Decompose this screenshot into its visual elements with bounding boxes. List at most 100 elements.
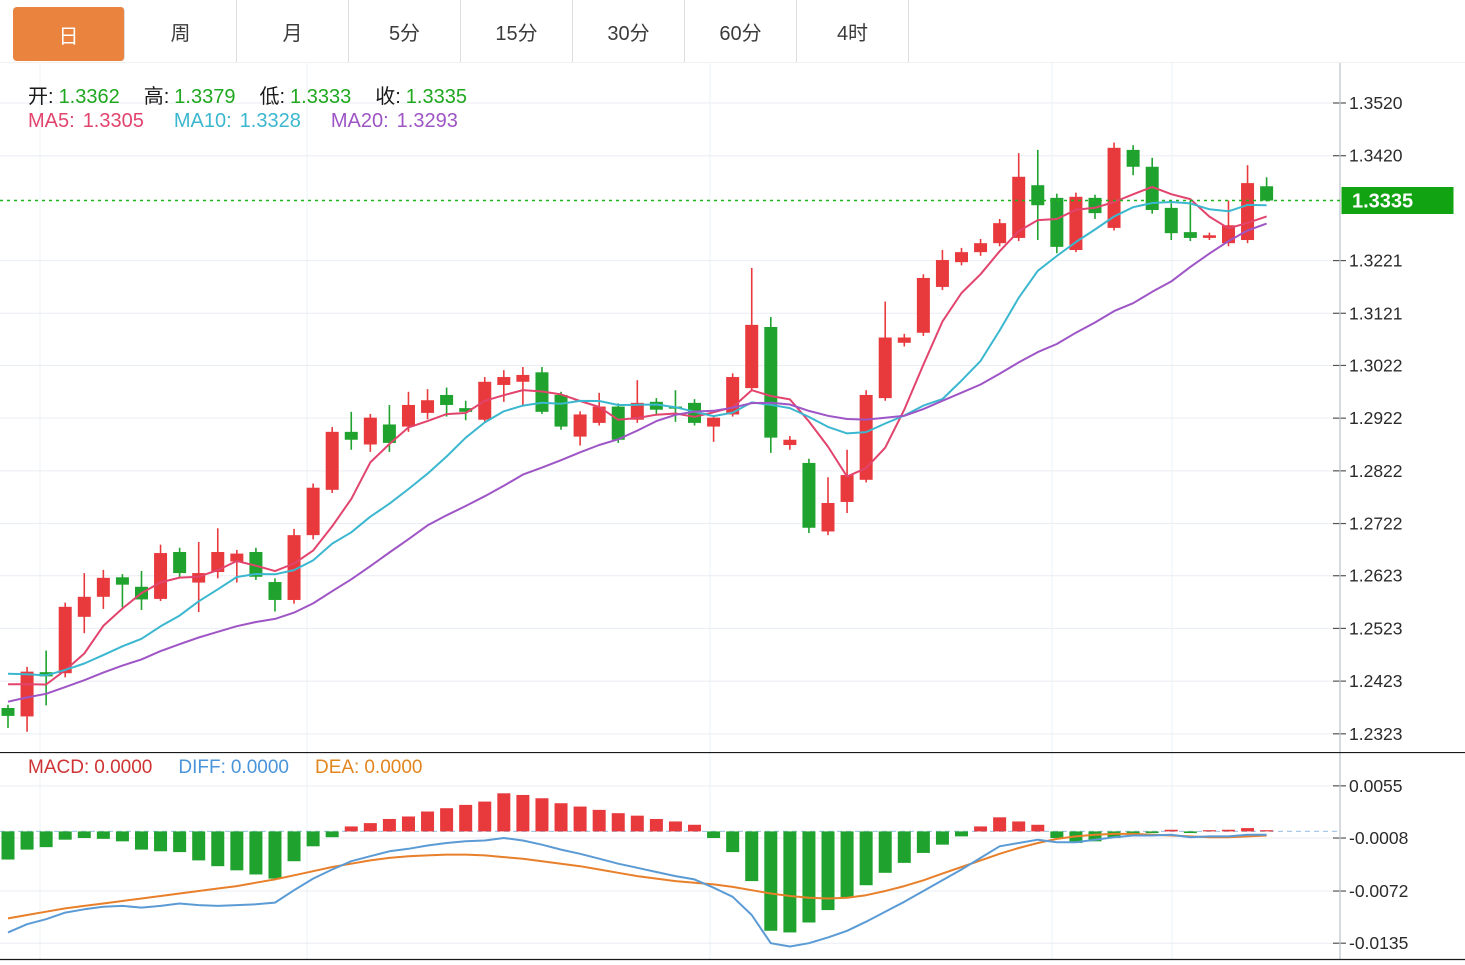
candle-body <box>58 606 72 674</box>
candle-body <box>573 414 587 437</box>
tab-60min[interactable]: 60分 <box>685 0 797 62</box>
macd-bar <box>1164 829 1178 832</box>
candle-body <box>192 573 206 583</box>
macd-bar <box>1202 830 1216 832</box>
tab-week[interactable]: 周 <box>125 0 237 62</box>
diff-line <box>7 833 1267 948</box>
macd-bar <box>821 831 835 911</box>
tab-day[interactable]: 日 <box>13 7 125 61</box>
candle-body <box>173 552 187 574</box>
candle-body <box>1145 166 1159 210</box>
candle-body <box>1050 197 1064 247</box>
candle-body <box>1241 183 1255 241</box>
candle-body <box>1031 185 1045 206</box>
macd-bar <box>1012 821 1026 832</box>
macd-bar <box>287 831 301 862</box>
macd-bar <box>935 831 949 845</box>
macd-bar <box>878 831 892 873</box>
candle-body <box>611 406 625 440</box>
y-axis-label: 1.2722 <box>1349 514 1403 534</box>
candle-body <box>840 475 854 502</box>
macd-bar <box>554 803 568 832</box>
macd-bar <box>726 831 740 853</box>
macd-bar <box>993 817 1007 832</box>
candle-body <box>935 260 949 287</box>
tab-30min[interactable]: 30分 <box>573 0 685 62</box>
candle-body <box>459 408 473 412</box>
last-price-badge-text: 1.3335 <box>1352 190 1413 212</box>
macd-bar <box>211 831 225 867</box>
macd-axis-label: 0.0055 <box>1349 776 1403 796</box>
macd-bar <box>306 831 320 847</box>
macd-bar <box>1241 828 1255 832</box>
candle-body <box>630 402 644 420</box>
macd-bar <box>802 831 816 923</box>
macd-bar <box>1050 831 1064 839</box>
candle-body <box>554 394 568 427</box>
macd-bar <box>230 831 244 871</box>
candle-body <box>955 252 968 263</box>
macd-bar <box>173 831 187 853</box>
macd-bar <box>745 831 759 882</box>
candle-body <box>802 462 816 528</box>
macd-bar <box>134 831 148 850</box>
candle-body <box>96 577 110 597</box>
ma5-line <box>7 185 1267 686</box>
macd-axis-label: -0.0072 <box>1349 881 1408 901</box>
macd-bar <box>783 831 797 933</box>
candle-body <box>1202 235 1216 238</box>
candle-body <box>211 552 225 573</box>
candle-body <box>115 577 129 585</box>
candle-body <box>497 377 511 385</box>
macd-bar <box>592 809 606 832</box>
candlestick-chart[interactable]: 1.3520 1.3420 1.3221 1.3121 1.3022 1.2922 1.28… <box>0 63 1465 752</box>
tab-month[interactable]: 月 <box>237 0 349 62</box>
candle-body <box>649 401 663 410</box>
macd-bar <box>1088 831 1102 842</box>
macd-bar <box>840 831 854 898</box>
macd-bar <box>192 831 206 861</box>
y-axis-label: 1.2623 <box>1349 566 1403 586</box>
tab-15min[interactable]: 15分 <box>461 0 573 62</box>
candle-body <box>859 394 873 480</box>
y-axis-label: 1.2323 <box>1349 724 1403 744</box>
candle-body <box>916 277 930 333</box>
candle-body <box>1107 147 1121 228</box>
tab-5min[interactable]: 5分 <box>349 0 461 62</box>
macd-bar <box>649 818 663 832</box>
y-axis-label: 1.3420 <box>1349 146 1403 166</box>
macd-bar <box>268 831 282 879</box>
candle-body <box>344 431 358 440</box>
macd-axis-label: -0.0135 <box>1349 933 1408 953</box>
candle-body <box>1126 149 1140 167</box>
macd-chart[interactable]: 0.0055 -0.0008 -0.0072 -0.0135 <box>0 752 1465 965</box>
macd-bar <box>421 811 435 832</box>
candle-body <box>745 324 759 389</box>
last-price-badge <box>1341 186 1454 214</box>
macd-bar <box>573 806 587 832</box>
macd-bar <box>497 793 511 832</box>
candle-body <box>325 431 339 490</box>
ma20-line <box>7 222 1267 703</box>
macd-bar <box>955 831 968 837</box>
candle-body <box>440 394 454 405</box>
y-axis-label: 1.3121 <box>1349 303 1403 323</box>
macd-bar <box>20 831 34 850</box>
candle-body <box>878 337 892 399</box>
macd-bar <box>154 831 168 852</box>
ma10-line <box>7 201 1267 677</box>
macd-bar <box>535 798 549 832</box>
candle-body <box>306 487 320 536</box>
macd-bar <box>1031 824 1045 832</box>
macd-bar <box>1183 831 1197 834</box>
y-axis-label: 1.2922 <box>1349 408 1403 428</box>
macd-bar <box>77 831 91 839</box>
macd-bar <box>974 826 988 832</box>
macd-bar <box>916 831 930 853</box>
tab-4hour[interactable]: 4时 <box>797 0 909 62</box>
candle-body <box>401 404 415 427</box>
macd-bar <box>39 831 53 848</box>
candle-body <box>421 400 435 413</box>
macd-bar <box>764 831 778 931</box>
